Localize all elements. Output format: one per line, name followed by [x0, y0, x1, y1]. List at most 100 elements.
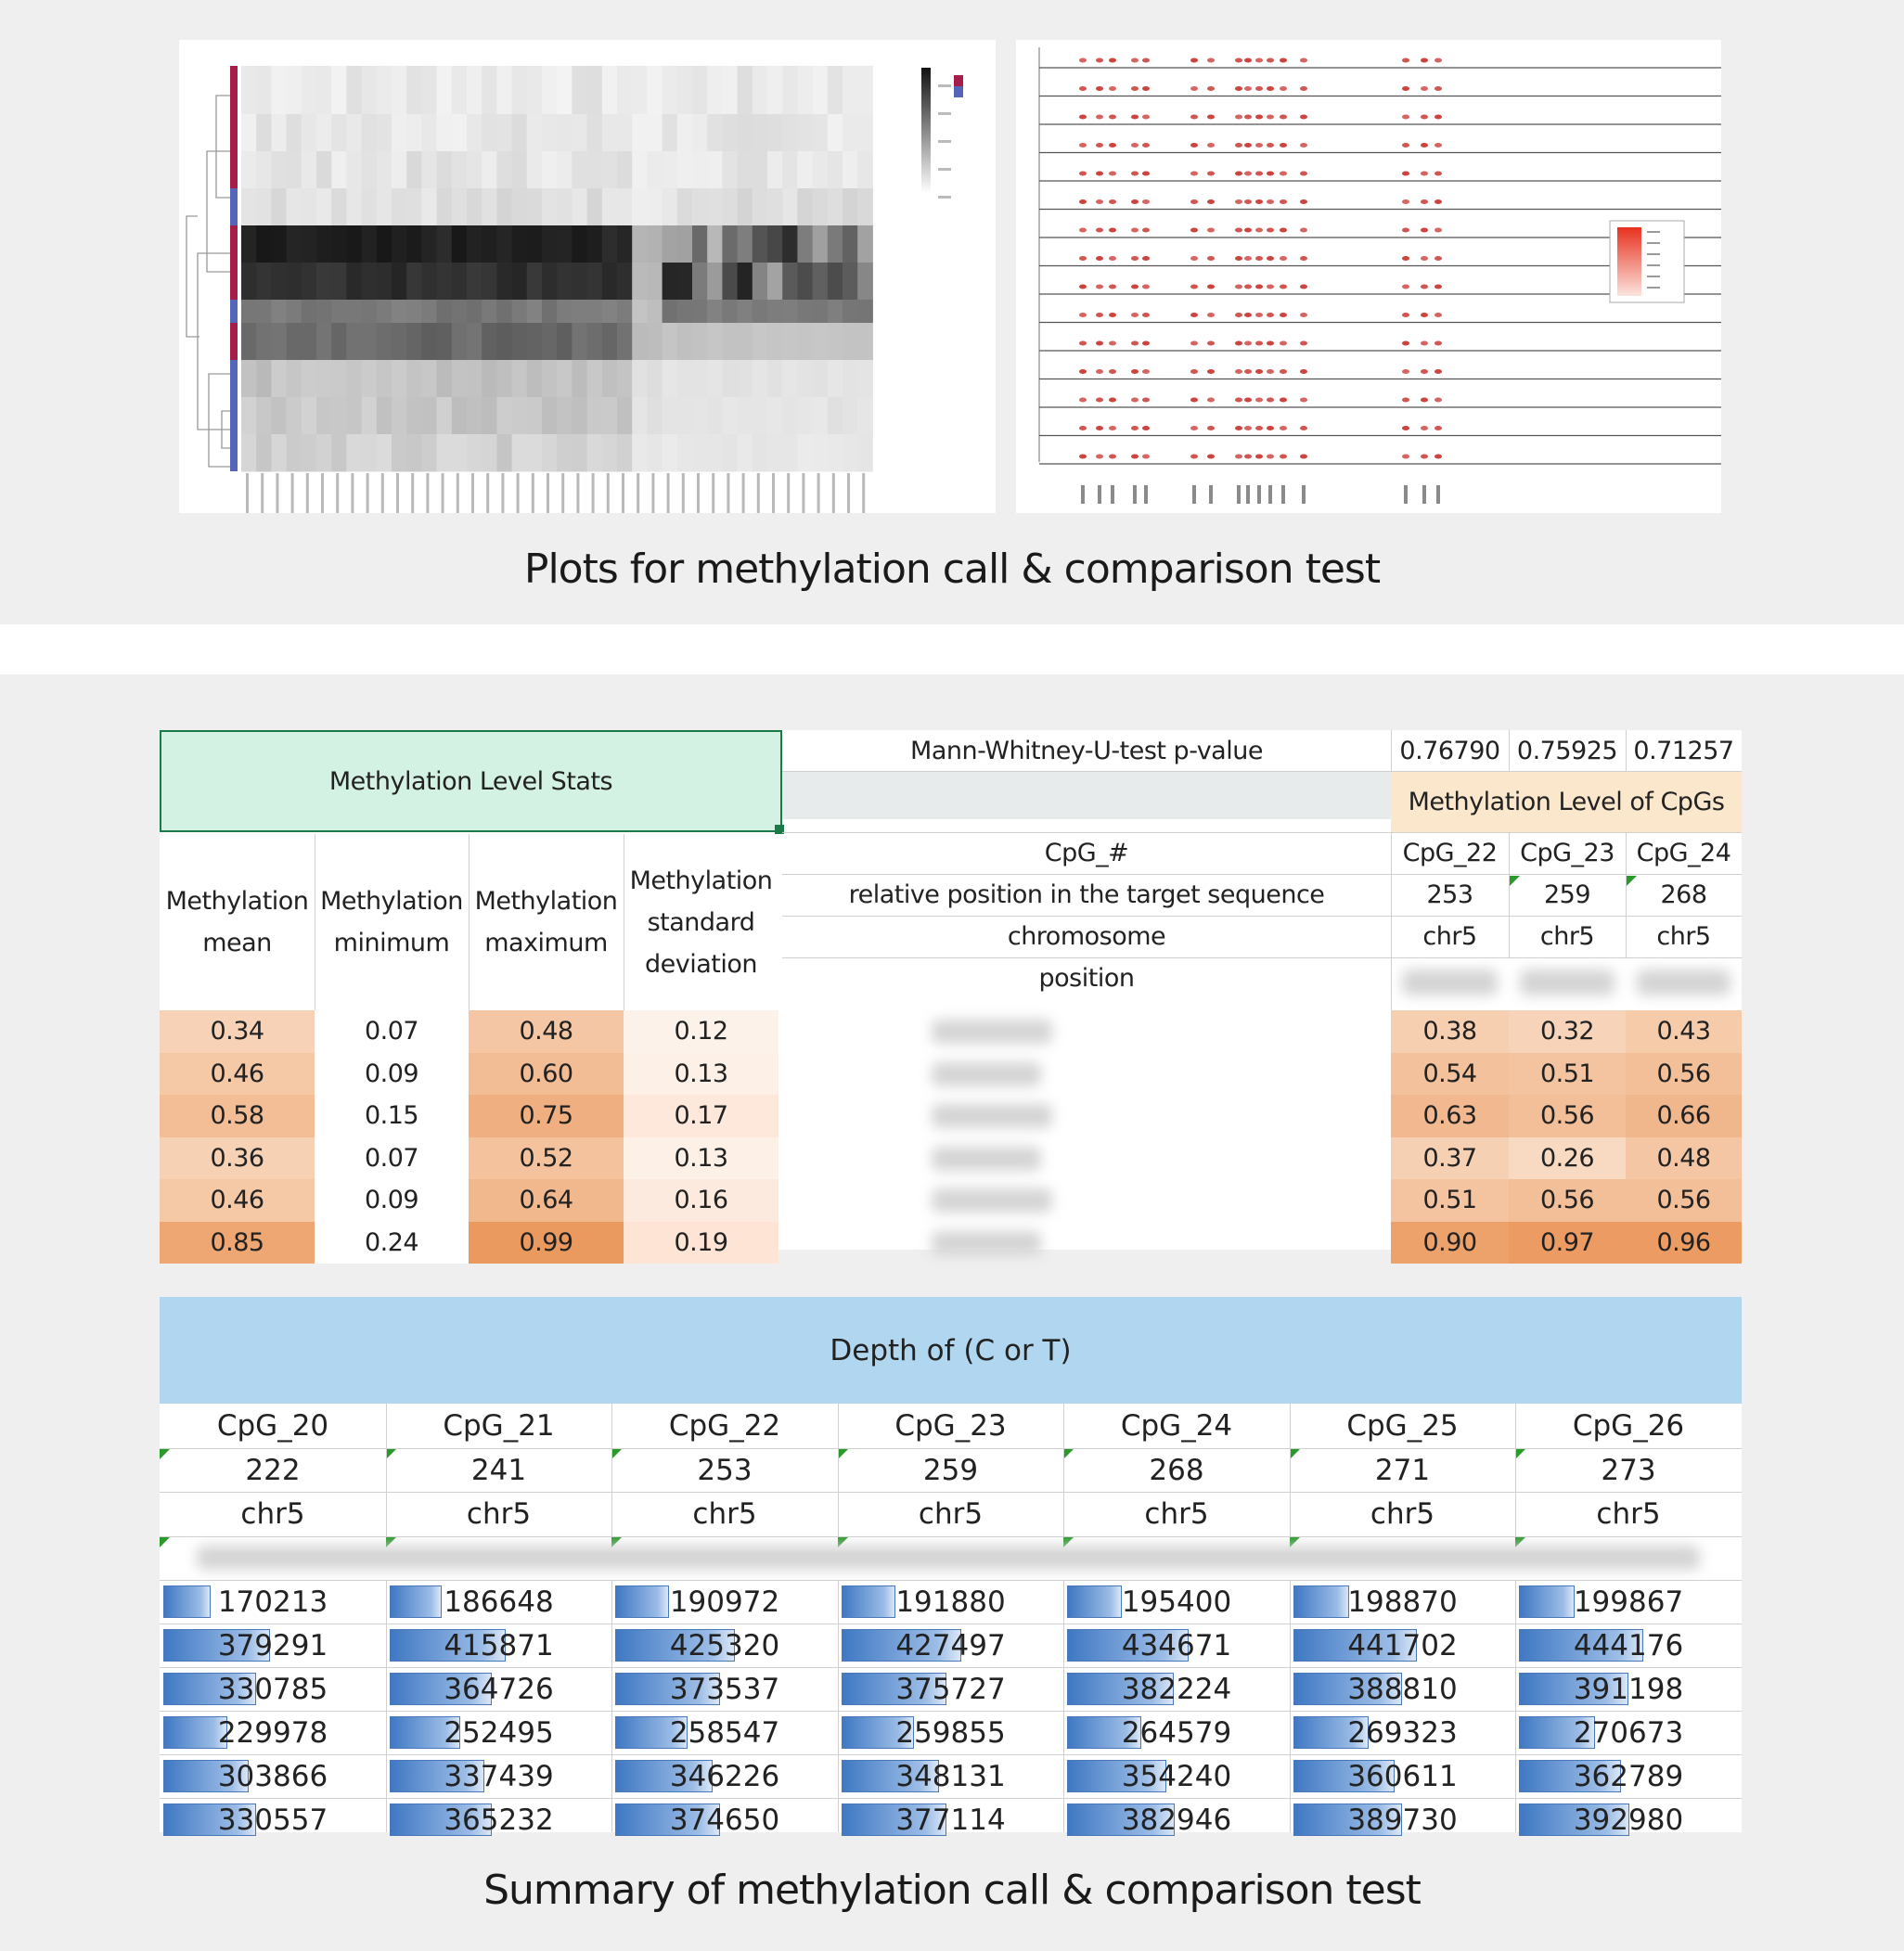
heatmap-col-label	[441, 473, 444, 520]
dotplot-dot	[1190, 114, 1198, 120]
dotplot-dot	[1142, 143, 1150, 148]
heatmap-cell	[392, 151, 407, 189]
dotplot-dot	[1079, 256, 1087, 261]
dotplot-dot	[1280, 340, 1287, 346]
heatmap-col-label	[501, 473, 505, 520]
redacted-position	[1402, 969, 1498, 995]
dotplot-dot	[1300, 454, 1307, 459]
heatmap-cell	[722, 263, 739, 301]
heatmap-cell	[827, 300, 843, 324]
cpg-value: 0.51	[1391, 1179, 1509, 1222]
dotplot-dot	[1207, 454, 1215, 459]
heatmap-cell	[676, 225, 693, 263]
heatmap-cell	[271, 188, 288, 226]
redacted-position	[932, 1230, 1041, 1255]
stats-header: Methylation Level Stats	[160, 730, 782, 832]
heatmap-cell	[271, 225, 288, 263]
cpg-relative-position: 253	[1426, 880, 1473, 909]
heatmap-cell	[752, 66, 768, 115]
grid-line	[1290, 1404, 1291, 1536]
dotplot-dot	[1280, 227, 1287, 233]
heatmap-cell	[421, 300, 438, 324]
dotplot-dot	[1267, 199, 1274, 204]
dotplot-dot	[1244, 340, 1252, 346]
heatmap-cell	[722, 188, 739, 226]
dotplot-dot	[1207, 369, 1215, 374]
row-label: chromosome	[1007, 922, 1166, 951]
heatmap-legend	[921, 68, 963, 199]
heatmap-cell	[271, 323, 288, 361]
heatmap-cell	[617, 225, 633, 263]
heatmap-cell	[451, 434, 468, 472]
heatmap-col-label	[712, 473, 715, 520]
dotplot-dot	[1109, 340, 1116, 346]
heatmap-cell	[496, 360, 513, 398]
heatmap-cell	[467, 397, 482, 435]
depth-data-bar	[615, 1585, 669, 1618]
heatmap-cell	[467, 263, 482, 301]
heatmap-cell	[361, 360, 378, 398]
depth-data-bar	[1293, 1716, 1369, 1749]
heatmap-cell	[692, 397, 708, 435]
stat-value: 0.48	[469, 1010, 624, 1053]
heatmap-cell	[316, 360, 332, 398]
dotplot-dot	[1267, 256, 1274, 261]
grid-line	[782, 957, 1742, 958]
heatmap-cell	[617, 323, 633, 361]
heatmap-cell	[496, 225, 513, 263]
dotplot-dot	[1079, 369, 1087, 374]
depth-data-bar	[1293, 1585, 1349, 1618]
heatmap-cell	[557, 323, 572, 361]
redacted-position	[932, 1061, 1041, 1086]
dotplot-dot	[1255, 284, 1263, 289]
heatmap-cell	[797, 263, 814, 301]
stat-value: 0.07	[315, 1010, 469, 1053]
dotplot-dot	[1300, 171, 1307, 176]
heatmap-cell	[797, 114, 814, 152]
heatmap-col-label	[261, 473, 264, 520]
heatmap-cell	[467, 114, 482, 152]
cpg-value: 0.97	[1509, 1221, 1626, 1264]
heatmap-cell	[857, 263, 873, 301]
stat-value: 0.12	[624, 1010, 778, 1053]
dotplot-dot	[1190, 227, 1198, 233]
heatmap-cell	[542, 360, 558, 398]
cpg-name: CpG_24	[1636, 839, 1731, 867]
heatmap-cell	[707, 151, 723, 189]
depth-cpg-name: CpG_26	[1572, 1409, 1685, 1443]
depth-data-bar	[1067, 1585, 1122, 1618]
heatmap-cell	[376, 188, 392, 226]
heatmap-cell	[662, 300, 678, 324]
dotplot-dot	[1096, 369, 1103, 374]
heatmap-cell	[392, 434, 407, 472]
dotplot-dot	[1244, 199, 1252, 204]
depth-data-bar	[1519, 1629, 1643, 1662]
heatmap-cell	[767, 114, 783, 152]
dotplot-dot	[1190, 284, 1198, 289]
redacted-position	[932, 1020, 1052, 1044]
heatmap-cell	[392, 66, 407, 115]
heatmap-col-label	[516, 473, 520, 520]
selection-handle	[775, 825, 784, 834]
heatmap-cell	[632, 225, 648, 263]
depth-value: 303866	[217, 1759, 328, 1793]
group-bar-segment	[230, 323, 238, 360]
heatmap-cell	[421, 151, 438, 189]
dotplot-dot	[1235, 86, 1242, 91]
heatmap-col-label	[366, 473, 369, 520]
heatmap-col-label	[787, 473, 791, 520]
dotplot-dot	[1280, 369, 1287, 374]
heatmap-cell	[256, 66, 272, 115]
heatmap-cell	[482, 225, 497, 263]
dotplot-dot	[1255, 199, 1263, 204]
heatmap-col-label	[471, 473, 474, 520]
dotplot-dot	[1402, 397, 1409, 403]
heatmap-cell	[572, 397, 588, 435]
heatmap-cell	[301, 434, 317, 472]
heatmap-cell	[601, 263, 618, 301]
dotplot-dot	[1434, 227, 1442, 233]
heatmap-cell	[392, 323, 407, 361]
heatmap-cell	[482, 434, 497, 472]
heatmap-cell	[301, 263, 317, 301]
group-bar-segment	[230, 188, 238, 225]
